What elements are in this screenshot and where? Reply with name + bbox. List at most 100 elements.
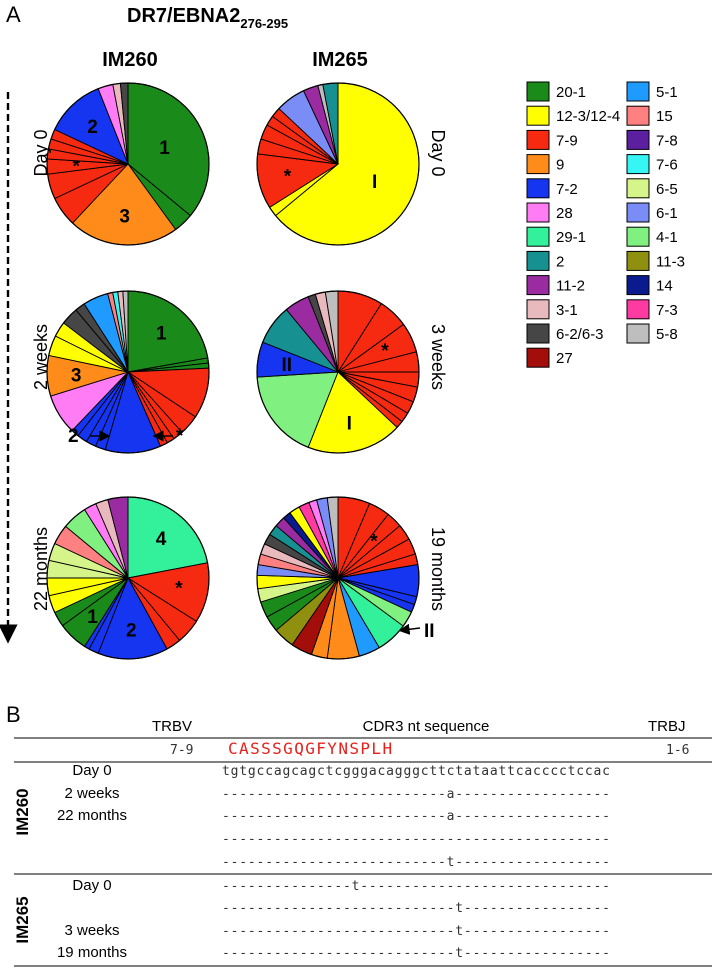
chart-title-subscript: 276-295 [240,16,288,31]
slice-label: 4 [156,529,167,550]
sequence-row: Day 0 tgtgccagcagctcgggacagggcttctataattc… [72,762,610,779]
timepoint-label-im260-22months: 22 months [31,527,51,611]
pie-outline [46,496,210,660]
legend-label: 3-1 [556,302,578,319]
header-trbv: TRBV [152,718,192,735]
row-sequence: tgtgccagcagctcgggacagggcttctataattcacccc… [222,764,610,779]
pie-outline [46,290,210,454]
legend-label: 7-9 [556,132,578,149]
legend-item-7-6: 7-6 [626,154,678,175]
legend-swatch [526,202,550,223]
legend-swatch [526,178,550,199]
annotation-label-star: * [176,426,184,447]
legend-swatch [626,81,650,102]
legend-label: 15 [656,108,673,125]
row-sequence: --------------------------a-------------… [222,809,610,824]
row-sequence: --------------------------a-------------… [222,787,610,802]
legend-label: 6-2/6-3 [556,326,604,343]
slice-label: 2 [126,621,137,642]
reference-peptide: CASSSGQGFYNSPLH [228,739,394,758]
row-sequence: ----------------------------------------… [222,832,610,847]
legend-item-5-8: 5-8 [626,323,678,344]
sequence-row: 19 months ---------------------------t---… [57,944,610,961]
legend-item-14: 14 [626,275,673,296]
row-label: Day 0 [72,877,111,894]
slice-label: * [175,579,183,600]
legend-label: 6-5 [656,181,678,198]
legend-item-9: 9 [526,154,564,175]
pie-outline [46,82,210,246]
legend-swatch [626,250,650,271]
legend-label: 28 [556,205,573,222]
legend-item-28: 28 [526,202,573,223]
column-title-im260: IM260 [102,49,158,71]
legend-swatch [526,226,550,247]
row-label: 22 months [57,807,127,824]
legend-item-7-2: 7-2 [526,178,578,199]
legend-item-2: 2 [526,250,564,271]
legend-swatch [626,202,650,223]
annotation-label-clone-2: 2 [68,426,79,447]
legend-item-5-1: 5-1 [626,81,678,102]
legend-label: 7-8 [656,132,678,149]
timepoint-label-im260-day0: Day 0 [31,129,51,176]
slice-label: 2 [87,117,98,138]
slice-label: * [381,341,389,362]
legend-swatch [526,323,550,344]
legend-swatch [626,226,650,247]
slice-label: I [372,172,377,193]
pie-im265-19months: * [256,496,420,660]
timepoint-label-im260-2weeks: 2 weeks [31,324,51,390]
legend-label: 7-3 [656,302,678,319]
legend-swatch [526,81,550,102]
group-label-im265: IM265 [13,896,32,943]
chart-title: DR7/EBNA2 [127,5,240,27]
sequence-row: Day 0 ---------------t-------------------… [72,877,610,894]
legend-item-7-3: 7-3 [626,299,678,320]
sequence-row: 22 months --------------------------a----… [57,807,610,824]
pie-im260-day0: 1 3 * 2 [46,82,210,246]
sequence-row: ---------------------------t------------… [222,901,610,916]
legend-label: 6-1 [656,205,678,222]
reference-trbj: 1-6 [666,743,689,758]
pie-outline [256,290,420,454]
row-label: 3 weeks [64,922,119,939]
legend-swatch [626,275,650,296]
legend-label: 11-3 [656,253,685,270]
legend-label: 5-8 [656,326,678,343]
timepoint-label-im265-day0: Day 0 [428,129,448,176]
pie-outline [256,496,420,660]
slice-label: * [72,157,80,178]
column-title-im265: IM265 [312,49,368,71]
legend-swatch [526,250,550,271]
annotation-arrows [90,430,421,635]
slice-label: I [347,414,352,435]
sequence-row: ----------------------------------------… [222,832,610,847]
group-label-im260: IM260 [13,788,32,835]
pie-im260-2weeks: 13 [46,290,210,454]
legend-item-6-5: 6-5 [626,178,678,199]
legend-item-27: 27 [526,347,573,368]
header-cdr3: CDR3 nt sequence [363,718,490,735]
slice-label: 3 [119,207,130,228]
sequence-row: 2 weeks --------------------------a------… [64,785,610,802]
legend-swatch [626,154,650,175]
legend-label: 29-1 [556,229,586,246]
row-sequence: --------------------------t-------------… [222,855,610,870]
legend-swatch [626,178,650,199]
slice-label: * [370,532,378,553]
legend-swatch [526,347,550,368]
legend-label: 11-2 [556,278,585,295]
slice-label: 1 [87,607,98,628]
row-sequence: ---------------------------t------------… [222,924,610,939]
legend-item-7-9: 7-9 [526,129,578,150]
row-sequence: ---------------------------t------------… [222,901,610,916]
legend-label: 4-1 [656,229,678,246]
legend-item-6-1: 6-1 [626,202,678,223]
legend-label: 12-3/12-4 [556,108,620,125]
legend-swatch [526,105,550,126]
pie-outline [256,82,420,246]
legend-item-3-1: 3-1 [526,299,578,320]
header-trbj: TRBJ [648,718,686,735]
